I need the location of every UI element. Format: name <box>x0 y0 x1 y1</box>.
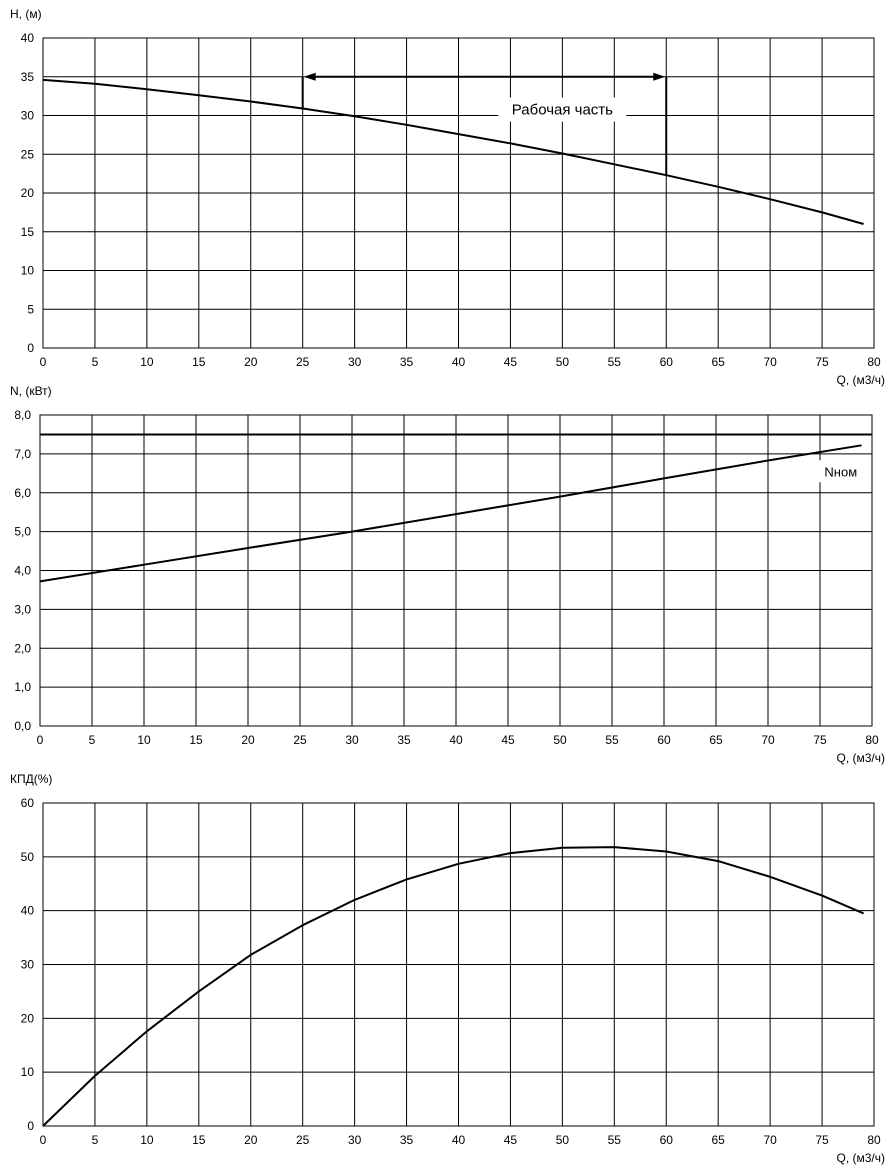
x-tick-label: 55 <box>608 355 622 369</box>
nominal-label-background <box>816 460 865 483</box>
x-tick-label: 80 <box>867 1133 881 1147</box>
y-tick-label: 40 <box>21 31 35 45</box>
x-axis-label: Q, (м3/ч) <box>836 373 885 387</box>
x-tick-label: 60 <box>657 733 671 747</box>
working-range-label-background <box>498 97 627 122</box>
x-tick-label: 70 <box>761 733 775 747</box>
x-tick-label: 45 <box>504 1133 518 1147</box>
y-tick-label: 60 <box>21 796 35 810</box>
x-tick-label: 25 <box>296 355 310 369</box>
x-tick-label: 35 <box>400 1133 414 1147</box>
y-tick-label: 20 <box>21 186 35 200</box>
y-tick-label: 3,0 <box>14 602 31 616</box>
x-tick-label: 10 <box>140 1133 154 1147</box>
x-tick-label: 80 <box>867 355 881 369</box>
series-line-1 <box>42 846 864 1127</box>
x-tick-label: 20 <box>241 733 255 747</box>
y-tick-label: 7,0 <box>14 447 31 461</box>
x-tick-label: 5 <box>89 733 96 747</box>
y-axis-label: H, (м) <box>10 7 42 21</box>
y-tick-label: 25 <box>21 147 35 161</box>
y-tick-label: 2,0 <box>14 641 31 655</box>
x-tick-label: 30 <box>348 355 362 369</box>
y-tick-label: 15 <box>21 225 35 239</box>
y-tick-label: 0 <box>27 1119 34 1133</box>
working-range-label: Рабочая часть <box>512 102 613 119</box>
y-axis-label: КПД(%) <box>10 772 52 786</box>
x-tick-label: 45 <box>504 355 518 369</box>
y-axis-label: N, (кВт) <box>10 384 52 398</box>
y-tick-label: 30 <box>21 109 35 123</box>
x-tick-label: 65 <box>712 1133 726 1147</box>
x-tick-label: 60 <box>660 1133 674 1147</box>
x-tick-label: 65 <box>712 355 726 369</box>
y-tick-label: 30 <box>21 958 35 972</box>
x-tick-label: 15 <box>192 1133 206 1147</box>
x-tick-label: 5 <box>92 1133 99 1147</box>
x-tick-label: 70 <box>763 355 777 369</box>
x-tick-label: 30 <box>345 733 359 747</box>
y-tick-label: 6,0 <box>14 486 31 500</box>
plot-frame <box>42 802 875 1127</box>
x-tick-label: 0 <box>37 733 44 747</box>
y-tick-label: 35 <box>21 70 35 84</box>
y-tick-label: 10 <box>21 264 35 278</box>
x-axis-label: Q, (м3/ч) <box>836 1151 885 1165</box>
x-tick-label: 60 <box>660 355 674 369</box>
chart-panel-1: 0 5 10 15 20 25 30 35 40 45 50 55 60 65 70 75 80 0 5 10 15 20… <box>10 7 885 387</box>
x-tick-label: 35 <box>400 355 414 369</box>
x-tick-label: 5 <box>92 355 99 369</box>
working-range-arrowhead-right <box>653 72 666 81</box>
y-tick-label: 40 <box>21 904 35 918</box>
x-tick-label: 0 <box>40 1133 47 1147</box>
x-axis-label: Q, (м3/ч) <box>836 751 885 765</box>
series-line-1 <box>39 444 862 583</box>
x-tick-label: 55 <box>605 733 619 747</box>
x-tick-label: 75 <box>815 1133 829 1147</box>
x-tick-label: 65 <box>709 733 723 747</box>
x-tick-label: 55 <box>608 1133 622 1147</box>
x-tick-label: 20 <box>244 1133 258 1147</box>
x-tick-label: 35 <box>397 733 411 747</box>
x-tick-label: 80 <box>865 733 879 747</box>
x-tick-label: 50 <box>556 1133 570 1147</box>
chart-panel-3: 0 5 10 15 20 25 30 35 40 45 50 55 60 65 70 75 80 0 10 20 30 4… <box>10 772 885 1165</box>
working-range-arrowhead-left <box>303 72 316 81</box>
plot-frame <box>42 37 875 349</box>
x-tick-label: 0 <box>40 355 47 369</box>
x-tick-label: 75 <box>813 733 827 747</box>
y-tick-label: 1,0 <box>14 680 31 694</box>
y-tick-label: 4,0 <box>14 564 31 578</box>
x-tick-label: 10 <box>137 733 151 747</box>
y-tick-label: 5,0 <box>14 525 31 539</box>
y-tick-label: 20 <box>21 1011 35 1025</box>
x-tick-label: 20 <box>244 355 258 369</box>
x-tick-label: 15 <box>192 355 206 369</box>
series-line-1 <box>42 78 864 225</box>
chart-panel-2: 0 5 10 15 20 25 30 35 40 45 50 55 60 65 70 75 80 0,0 1,0 2,… <box>10 384 885 765</box>
x-tick-label: 70 <box>763 1133 777 1147</box>
x-tick-label: 25 <box>296 1133 310 1147</box>
y-tick-label: 0 <box>27 341 34 355</box>
x-tick-label: 40 <box>452 355 466 369</box>
y-tick-label: 0,0 <box>14 719 31 733</box>
nominal-power-label: Nном <box>824 464 857 479</box>
y-tick-label: 5 <box>27 302 34 316</box>
x-tick-label: 40 <box>449 733 463 747</box>
x-tick-label: 30 <box>348 1133 362 1147</box>
x-tick-label: 50 <box>556 355 570 369</box>
x-tick-label: 25 <box>293 733 307 747</box>
y-tick-label: 10 <box>21 1065 35 1079</box>
x-tick-label: 50 <box>553 733 567 747</box>
plot-frame <box>39 414 873 727</box>
x-tick-label: 45 <box>501 733 515 747</box>
x-tick-label: 15 <box>189 733 203 747</box>
y-tick-label: 8,0 <box>14 408 31 422</box>
x-tick-label: 75 <box>815 355 829 369</box>
y-tick-label: 50 <box>21 850 35 864</box>
x-tick-label: 10 <box>140 355 154 369</box>
x-tick-label: 40 <box>452 1133 466 1147</box>
